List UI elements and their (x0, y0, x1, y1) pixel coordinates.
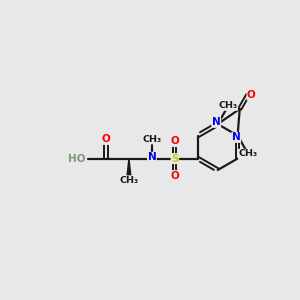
Text: N: N (232, 132, 241, 142)
Text: HO: HO (68, 154, 86, 164)
Text: CH₃: CH₃ (119, 176, 139, 185)
Text: CH₃: CH₃ (142, 135, 161, 144)
Text: O: O (170, 136, 179, 146)
Text: N: N (212, 117, 220, 127)
Text: N: N (148, 152, 156, 162)
Text: O: O (102, 134, 110, 144)
Polygon shape (127, 158, 131, 176)
Text: O: O (170, 171, 179, 181)
Text: CH₃: CH₃ (218, 101, 238, 110)
Text: S: S (171, 154, 178, 164)
Text: O: O (247, 90, 256, 100)
Text: CH₃: CH₃ (238, 149, 257, 158)
